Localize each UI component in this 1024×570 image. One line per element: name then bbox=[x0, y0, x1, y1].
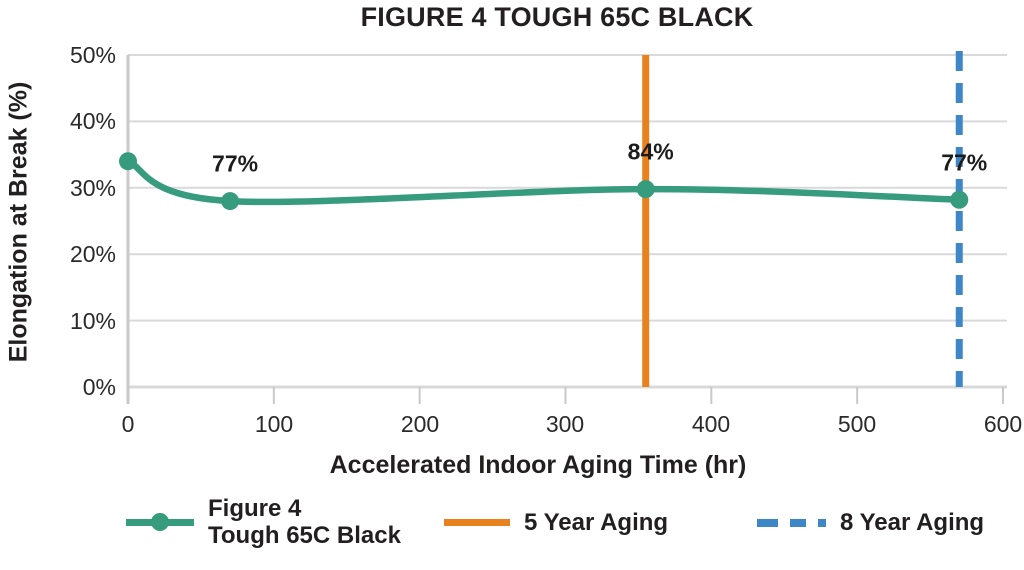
legend-green-dot-marker-icon bbox=[151, 513, 169, 531]
x-tick-label-600: 600 bbox=[983, 411, 1023, 437]
x-axis-title: Accelerated Indoor Aging Time (hr) bbox=[329, 451, 747, 479]
point-label-retention-3: 77% bbox=[941, 149, 988, 176]
x-tick-label-0: 0 bbox=[121, 411, 135, 437]
legend-swatch-orange-line-icon bbox=[444, 519, 510, 526]
y-tick-label-40: 40% bbox=[69, 108, 116, 134]
legend-swatch-blue-dashed-line-icon bbox=[757, 518, 826, 527]
legend-item-8-year-aging: 8 Year Aging bbox=[757, 509, 984, 536]
chart-title: FIGURE 4 TOUGH 65C BLACK bbox=[360, 2, 754, 32]
x-tick-label-400: 400 bbox=[691, 411, 731, 437]
y-tick-label-30: 30% bbox=[69, 175, 116, 201]
legend-series-label-line2: Tough 65C Black bbox=[208, 522, 401, 549]
data-point-marker bbox=[636, 180, 655, 199]
x-tick-label-500: 500 bbox=[837, 411, 877, 437]
y-axis-title: Elongation at Break (%) bbox=[4, 81, 33, 363]
point-label-retention-2: 84% bbox=[627, 138, 674, 165]
legend-series-label-line1: Figure 4 bbox=[208, 495, 302, 522]
y-tick-label-0: 0% bbox=[82, 374, 116, 400]
data-point-marker bbox=[950, 190, 969, 209]
legend-swatch-green-line-icon bbox=[126, 512, 194, 532]
legend-8-year-label: 8 Year Aging bbox=[840, 509, 985, 536]
series-line-tough-65c-black bbox=[124, 157, 963, 206]
legend-item-series: Figure 4 Tough 65C Black bbox=[126, 495, 401, 549]
x-tick-label-300: 300 bbox=[545, 411, 585, 437]
x-tick-label-200: 200 bbox=[400, 411, 440, 437]
x-tick-label-100: 100 bbox=[254, 411, 294, 437]
y-tick-label-10: 10% bbox=[69, 308, 116, 334]
data-point-marker bbox=[119, 152, 137, 171]
y-tick-label-50: 50% bbox=[69, 42, 116, 68]
data-point-marker bbox=[221, 192, 240, 211]
legend-item-5-year-aging: 5 Year Aging bbox=[444, 509, 668, 536]
legend-5-year-label: 5 Year Aging bbox=[524, 509, 669, 536]
y-tick-label-20: 20% bbox=[69, 241, 116, 267]
point-label-retention-1: 77% bbox=[212, 150, 259, 177]
